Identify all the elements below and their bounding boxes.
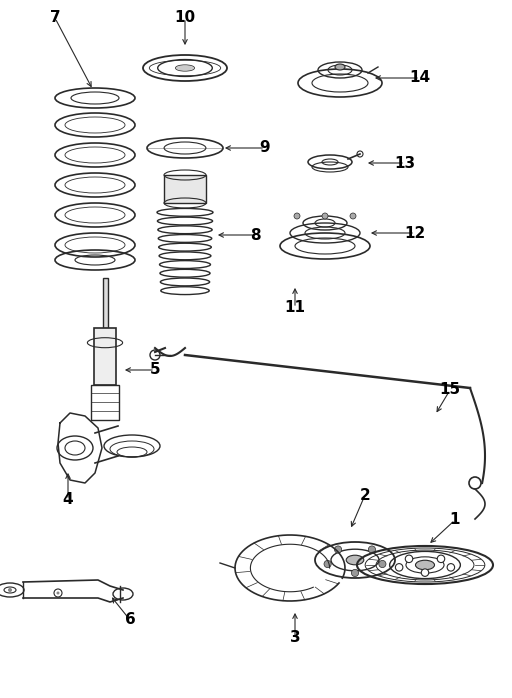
Ellipse shape [176,65,194,71]
Circle shape [56,591,59,595]
Circle shape [421,569,429,577]
Text: 14: 14 [410,70,431,85]
Circle shape [324,560,331,567]
Circle shape [379,560,386,567]
Ellipse shape [415,560,435,570]
Text: 4: 4 [62,493,73,507]
Text: 5: 5 [150,362,160,378]
Text: 7: 7 [50,10,60,26]
Text: 1: 1 [450,512,460,528]
Circle shape [8,588,12,592]
Circle shape [350,213,356,219]
Circle shape [294,213,300,219]
Text: 11: 11 [285,301,306,315]
Circle shape [351,570,358,577]
Text: 6: 6 [124,613,135,628]
Text: 8: 8 [250,228,260,242]
Circle shape [322,213,328,219]
Circle shape [406,555,413,563]
Text: 9: 9 [260,140,270,156]
Bar [164,175,206,203]
Circle shape [395,563,403,571]
Circle shape [368,546,375,553]
Ellipse shape [346,555,364,565]
Text: 12: 12 [404,225,425,241]
Text: 15: 15 [439,383,461,397]
Text: 13: 13 [394,156,416,170]
Text: 2: 2 [359,487,370,503]
Text: 3: 3 [290,630,301,646]
Bar [91,385,119,420]
Circle shape [437,555,445,563]
Text: 10: 10 [175,10,196,26]
Ellipse shape [335,64,345,70]
Circle shape [447,563,455,571]
Circle shape [334,546,342,553]
Bar [94,327,116,385]
Bar [102,278,108,327]
